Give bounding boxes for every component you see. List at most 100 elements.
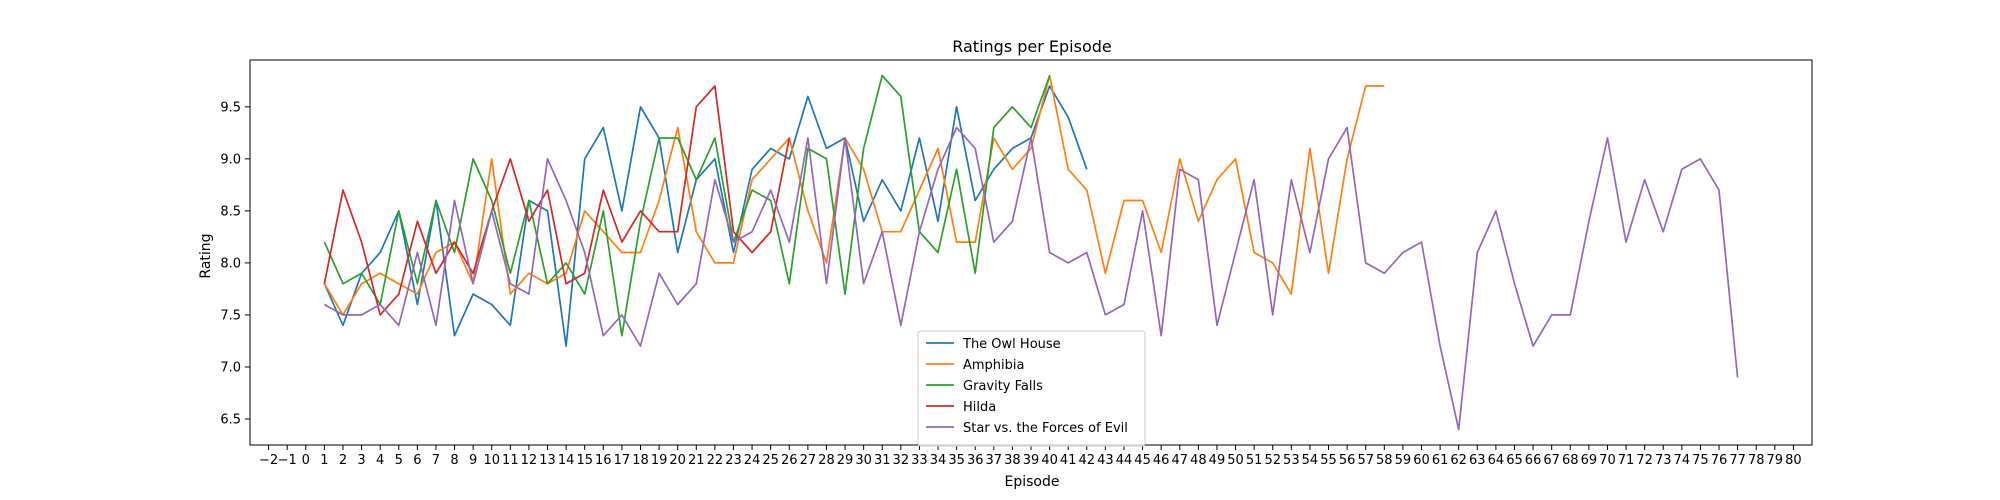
- x-tick-label: 10: [483, 453, 500, 468]
- x-tick-label: 57: [1357, 453, 1374, 468]
- x-tick-label: 43: [1097, 453, 1114, 468]
- x-tick-label: 12: [521, 453, 538, 468]
- x-tick-label: 22: [707, 453, 724, 468]
- series-line-4: [323, 126, 1739, 431]
- x-tick-label: 36: [967, 453, 984, 468]
- x-tick-label: 44: [1116, 453, 1133, 468]
- legend-label: The Owl House: [962, 337, 1061, 352]
- x-tick-label: 19: [651, 453, 668, 468]
- x-tick-label: 8: [450, 453, 458, 468]
- x-tick-label: 31: [874, 453, 891, 468]
- plot-area: [323, 74, 1739, 431]
- x-tick-label: 16: [595, 453, 612, 468]
- x-tick-label: 42: [1079, 453, 1096, 468]
- x-tick-label: 38: [1004, 453, 1021, 468]
- x-tick-label: 59: [1395, 453, 1412, 468]
- y-tick-label: 8.0: [220, 256, 241, 271]
- legend-label: Gravity Falls: [963, 379, 1043, 394]
- x-tick-label: 60: [1413, 453, 1430, 468]
- x-tick-label: −1: [278, 453, 297, 468]
- x-tick-label: 13: [539, 453, 556, 468]
- x-tick-label: 33: [911, 453, 928, 468]
- legend-label: Star vs. the Forces of Evil: [963, 421, 1128, 436]
- x-tick-label: 61: [1432, 453, 1449, 468]
- x-tick-label: 20: [669, 453, 686, 468]
- x-tick-label: 63: [1469, 453, 1486, 468]
- x-tick-label: 28: [818, 453, 835, 468]
- x-tick-label: 14: [558, 453, 575, 468]
- x-tick-label: 75: [1692, 453, 1709, 468]
- x-tick-label: 5: [395, 453, 403, 468]
- x-tick-label: 53: [1283, 453, 1300, 468]
- x-tick-label: 77: [1729, 453, 1746, 468]
- x-tick-label: 27: [800, 453, 817, 468]
- x-tick-label: 0: [302, 453, 310, 468]
- x-tick-label: 64: [1488, 453, 1505, 468]
- x-tick-label: 67: [1543, 453, 1560, 468]
- x-tick-label: 9: [469, 453, 477, 468]
- x-tick-label: 49: [1209, 453, 1226, 468]
- x-tick-label: 51: [1246, 453, 1263, 468]
- x-tick-label: 76: [1711, 453, 1728, 468]
- x-tick-label: 3: [357, 453, 365, 468]
- x-tick-label: 6: [413, 453, 421, 468]
- x-tick-label: 1: [320, 453, 328, 468]
- chart-title: Ratings per Episode: [952, 37, 1112, 56]
- x-tick-label: 65: [1506, 453, 1523, 468]
- x-tick-label: 21: [688, 453, 705, 468]
- x-tick-label: 78: [1748, 453, 1765, 468]
- x-tick-label: 54: [1302, 453, 1319, 468]
- x-tick-label: 68: [1562, 453, 1579, 468]
- x-tick-label: 29: [837, 453, 854, 468]
- y-tick-label: 7.5: [220, 308, 241, 323]
- y-axis-label: Rating: [198, 233, 214, 278]
- x-axis: −2 −1 0 1 2 3 4 5 6 7 8 9 10 11 12 13 14 15 16 17 18 19 20 21 22…: [259, 445, 1802, 468]
- x-tick-label: 7: [432, 453, 440, 468]
- x-tick-label: 25: [762, 453, 779, 468]
- series-line-3: [323, 85, 791, 316]
- x-tick-label: 24: [744, 453, 761, 468]
- x-tick-label: 32: [893, 453, 910, 468]
- series-line-0: [323, 85, 1088, 347]
- series-line-1: [323, 74, 1385, 316]
- x-tick-label: 62: [1450, 453, 1467, 468]
- x-tick-label: 52: [1264, 453, 1281, 468]
- x-tick-label: 48: [1190, 453, 1207, 468]
- x-tick-label: 47: [1171, 453, 1188, 468]
- x-tick-label: 23: [725, 453, 742, 468]
- x-tick-label: 26: [781, 453, 798, 468]
- x-tick-label: 71: [1618, 453, 1635, 468]
- series-line-2: [323, 74, 1051, 337]
- y-tick-label: 9.0: [220, 152, 241, 167]
- y-tick-label: 6.5: [220, 412, 241, 427]
- x-tick-label: 80: [1785, 453, 1802, 468]
- x-tick-label: 17: [614, 453, 631, 468]
- legend: The Owl House Amphibia Gravity Falls Hilda S…: [917, 330, 1146, 447]
- x-tick-label: 35: [948, 453, 965, 468]
- x-tick-label: 50: [1227, 453, 1244, 468]
- x-tick-label: 74: [1674, 453, 1691, 468]
- x-tick-label: 56: [1339, 453, 1356, 468]
- x-axis-label: Episode: [1005, 474, 1060, 490]
- y-tick-label: 9.5: [220, 100, 241, 115]
- x-tick-label: 55: [1320, 453, 1337, 468]
- x-tick-label: 15: [576, 453, 593, 468]
- x-tick-label: 41: [1060, 453, 1077, 468]
- x-tick-label: 30: [855, 453, 872, 468]
- x-tick-label: 46: [1153, 453, 1170, 468]
- x-tick-label: 11: [502, 453, 519, 468]
- x-tick-label: 58: [1376, 453, 1393, 468]
- x-tick-label: 45: [1134, 453, 1151, 468]
- x-tick-label: 70: [1599, 453, 1616, 468]
- legend-label: Hilda: [963, 400, 996, 415]
- y-tick-label: 8.5: [220, 204, 241, 219]
- x-tick-label: 79: [1767, 453, 1784, 468]
- x-tick-label: 18: [632, 453, 649, 468]
- x-tick-label: 73: [1655, 453, 1672, 468]
- legend-box: [917, 330, 1146, 447]
- y-tick-label: 7.0: [220, 360, 241, 375]
- x-tick-label: 69: [1581, 453, 1598, 468]
- x-tick-label: 40: [1041, 453, 1058, 468]
- x-tick-label: 4: [376, 453, 384, 468]
